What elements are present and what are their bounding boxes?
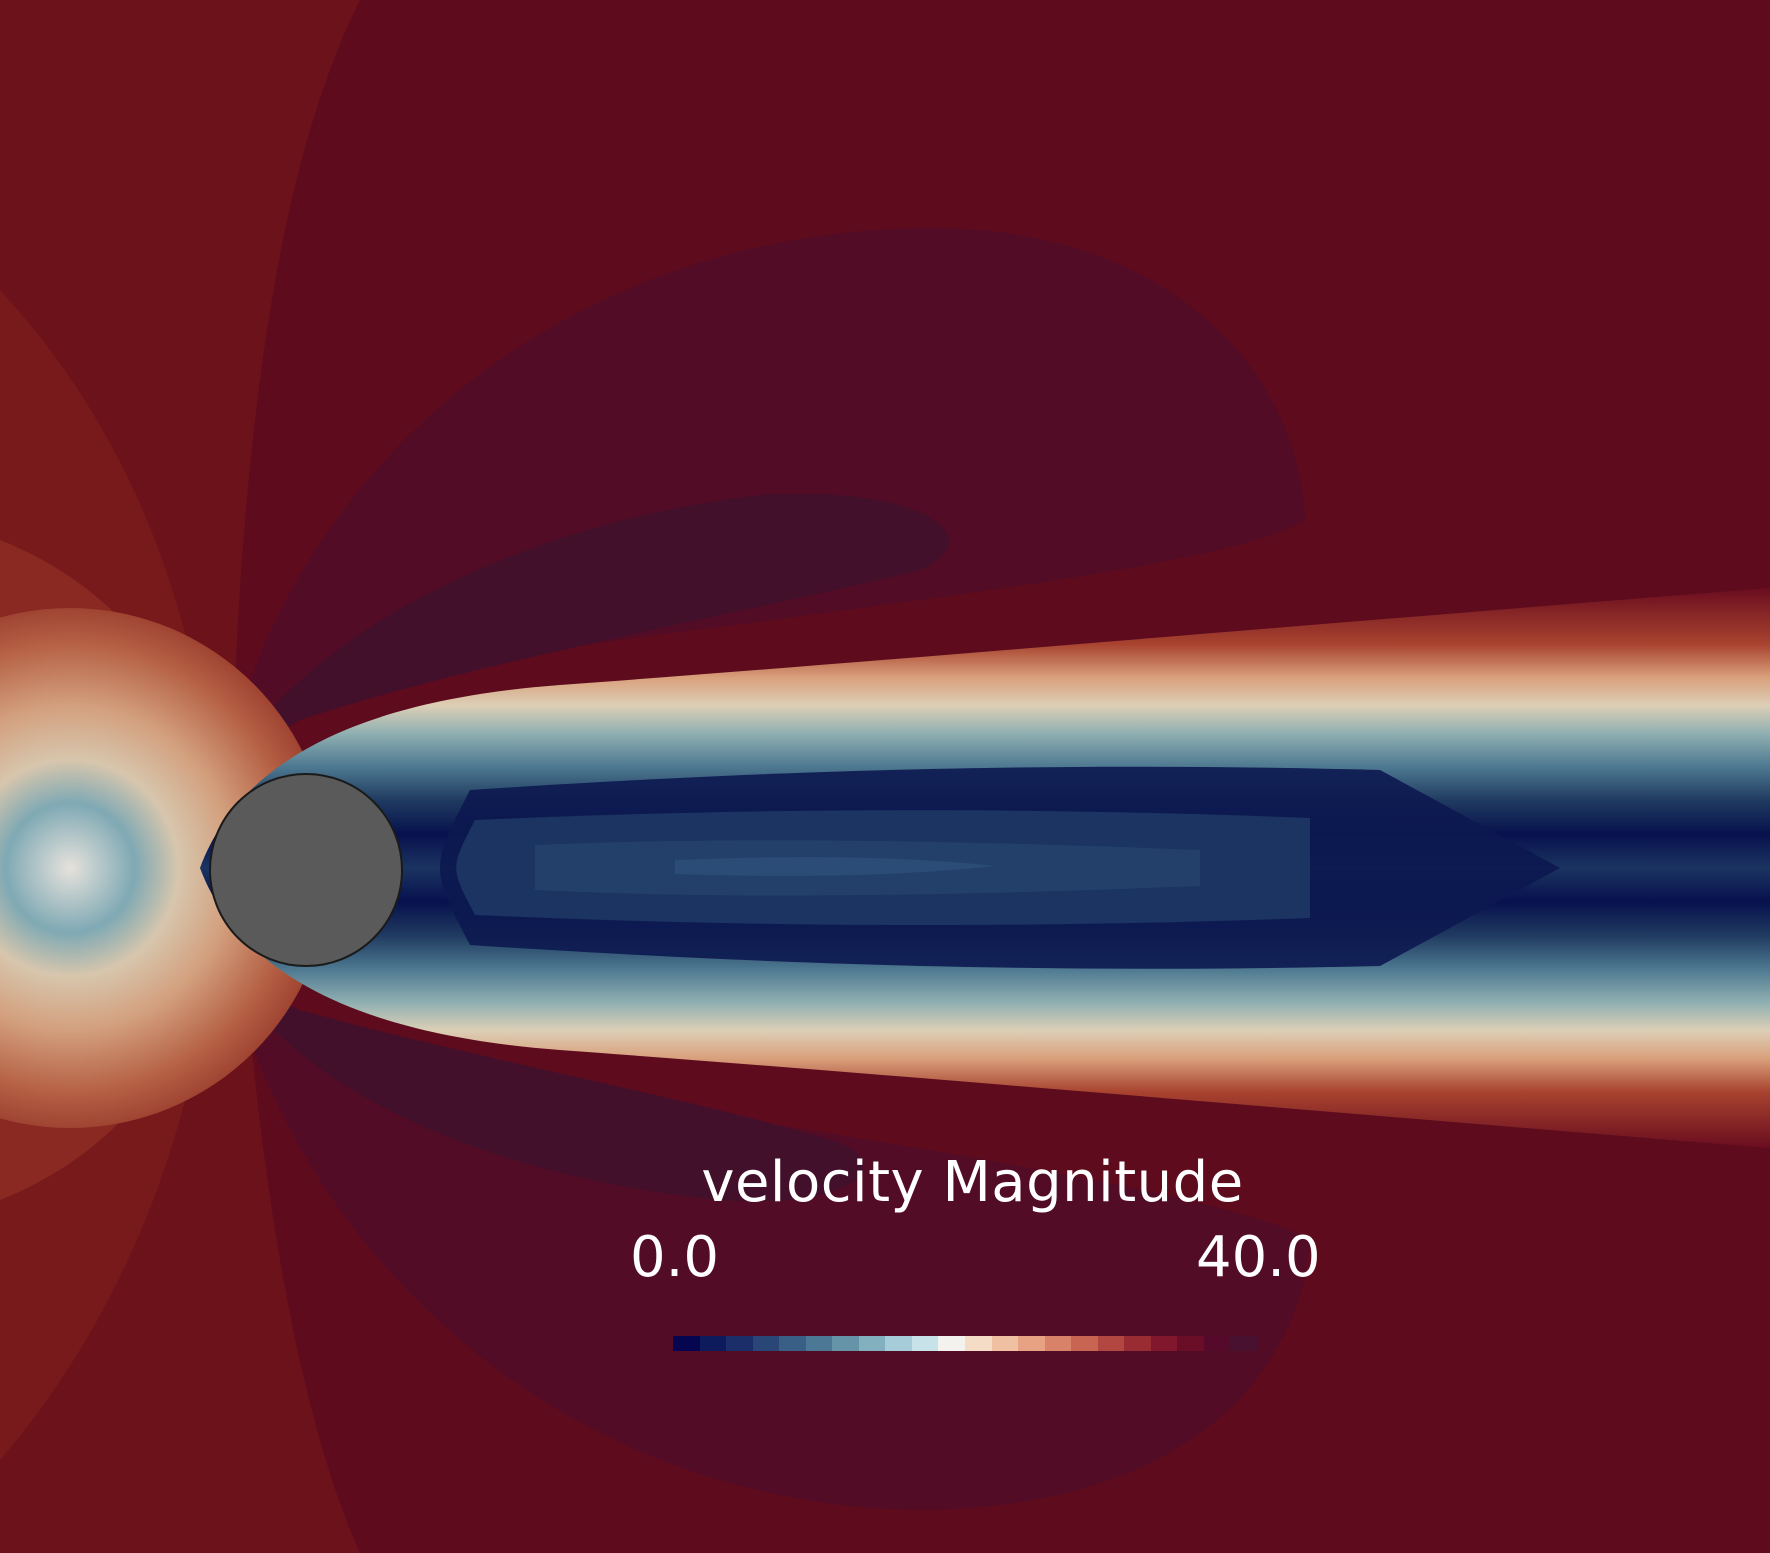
colorbar-swatch [832, 1336, 859, 1351]
colorbar-swatch [699, 1336, 727, 1351]
colorbar-swatch [1097, 1336, 1125, 1351]
colorbar-swatch [779, 1336, 806, 1351]
colorbar-swatch [1203, 1336, 1231, 1351]
colorbar-swatch [885, 1336, 912, 1351]
colorbar-swatch [1230, 1336, 1258, 1351]
legend-title: velocity Magnitude [701, 1150, 1244, 1215]
colorbar-swatch [1124, 1336, 1151, 1351]
colorbar-swatch [1044, 1336, 1072, 1351]
colorbar-swatch [805, 1336, 833, 1351]
colorbar-swatch [1071, 1336, 1098, 1351]
cylinder [209, 773, 403, 967]
colorbar-swatch [991, 1336, 1019, 1351]
colorbar-swatch [911, 1336, 939, 1351]
colorbar [673, 1336, 1258, 1351]
colorbar-swatch [673, 1336, 700, 1351]
colorbar-swatch [752, 1336, 780, 1351]
colorbar-swatch [1018, 1336, 1045, 1351]
colorbar-swatch [1150, 1336, 1178, 1351]
legend-max-label: 40.0 [1196, 1225, 1321, 1290]
legend-min-label: 0.0 [630, 1225, 720, 1290]
colorbar-swatch [938, 1336, 966, 1351]
colorbar-swatch [858, 1336, 886, 1351]
colorbar-swatch [965, 1336, 992, 1351]
colorbar-swatch [726, 1336, 753, 1351]
colorbar-swatch [1177, 1336, 1204, 1351]
